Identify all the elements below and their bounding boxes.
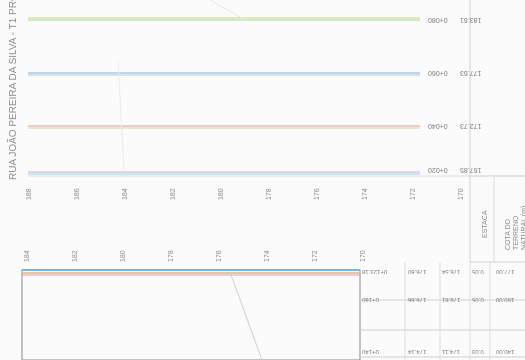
lower-scale-label: 184 [24,250,31,262]
upper-row-station: 0+080 [428,16,448,23]
upper-scale-label: 186 [74,188,81,200]
lower-row-cell: 0+140 [362,348,379,354]
upper-row-elevation: 183.61 [460,16,482,23]
upper-row-elevation: 167.85 [460,166,482,173]
lower-frame [21,269,361,360]
upper-scale-label: 176 [314,188,321,200]
lower-row-cell: 160.00 [496,296,515,302]
upper-scale-label: 170 [458,188,465,200]
lower-scale-label: 174 [264,250,271,262]
lower-scale-label: 172 [312,250,319,262]
cota-label: COTA DO TERRENO NATURAL (m) [505,205,525,250]
faint-stroke-1 [209,0,246,21]
lower-row-cell: 176.61 [442,296,461,302]
upper-row-station: 0+060 [428,69,448,76]
lower-row-cell: 176.54 [442,268,461,274]
lower-row-cell: 0.05 [472,268,484,274]
upper-scale-label: 188 [26,188,33,200]
upper-scale-label: 180 [218,188,225,200]
lower-row-cell: 174.14 [408,348,427,354]
lower-row-cell: 0+123.18 [362,268,388,274]
lower-scale-label: 178 [168,250,175,262]
upper-scale-label: 182 [170,188,177,200]
lower-scale-label: 180 [120,250,127,262]
upper-scale-label: 174 [362,188,369,200]
lower-row-cell: 140.00 [496,348,515,354]
faint-stroke-2 [117,59,125,171]
lower-row-cell: 176.66 [408,296,427,302]
lower-scale-label: 176 [216,250,223,262]
lower-row-cell: 0.05 [472,296,484,302]
street-title: RUA JOÃO PEREIRA DA SILVA - T1 PROFILE [8,0,19,180]
upper-row-station: 0+040 [428,122,448,129]
upper-scale-label: 184 [122,188,129,200]
upper-scale-label: 178 [266,188,273,200]
lower-row-cell: 176.60 [408,268,427,274]
upper-scale-label: 172 [410,188,417,200]
lower-diagonal [229,271,263,360]
estaca-label: ESTACA [482,210,489,239]
lower-row-cell: 177.00 [496,268,515,274]
lower-row-cell: 0.03 [472,348,484,354]
upper-row-elevation: 177.63 [460,69,482,76]
upper-row-station: 0+020 [428,166,448,173]
lower-scale-label: 170 [360,250,367,262]
lower-row-cell: 174.11 [442,348,460,354]
lower-row-cell: 0+160 [362,296,379,302]
lower-scale-label: 182 [72,250,79,262]
upper-row-elevation: 172.73 [460,122,482,129]
